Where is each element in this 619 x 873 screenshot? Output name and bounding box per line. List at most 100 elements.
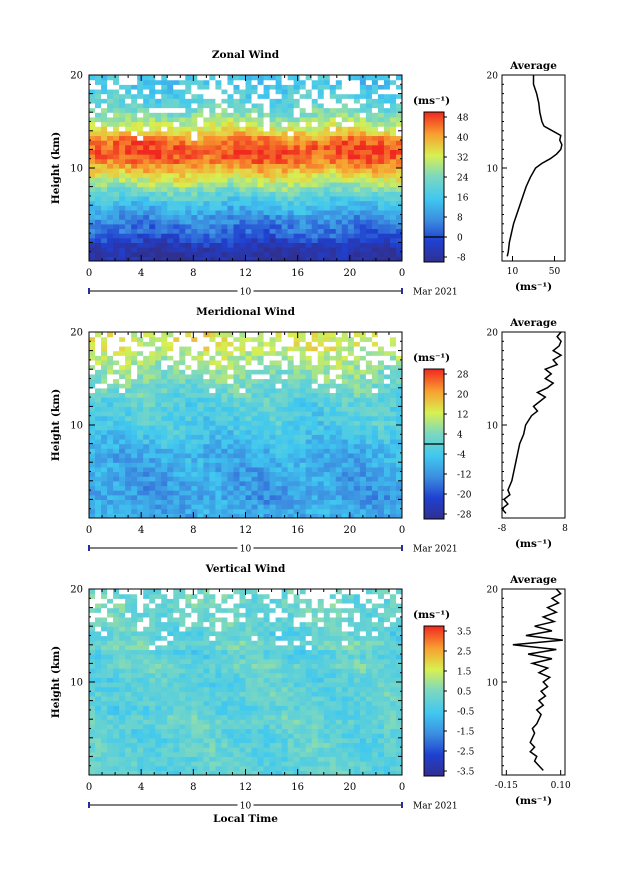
heatmap-cell (269, 420, 277, 426)
heatmap-cell (263, 452, 271, 459)
heatmap-cell (209, 443, 216, 449)
heatmap-cell (161, 242, 168, 248)
heatmap-cell (149, 462, 156, 468)
heatmap-cell (155, 369, 162, 375)
heatmap-cell (377, 504, 385, 510)
heatmap-cell (119, 737, 126, 744)
heatmap-cell (179, 761, 186, 767)
heatmap-cell (359, 116, 367, 123)
heatmap-cell (113, 513, 120, 518)
heatmap-cell (95, 256, 102, 261)
heatmap-cell (335, 223, 343, 230)
heatmap-cell (263, 181, 271, 188)
heatmap-cell (263, 756, 271, 762)
heatmap-cell (119, 163, 126, 169)
heatmap-cell (101, 364, 108, 370)
heatmap-cell (149, 429, 156, 435)
heatmap-cell (245, 251, 253, 257)
heatmap-cell (245, 504, 253, 510)
heatmap-cell (359, 415, 367, 421)
heatmap-cell (149, 485, 156, 491)
heatmap-cell (251, 228, 259, 234)
heatmap-cell (239, 195, 247, 202)
heatmap-cell (155, 761, 162, 767)
heatmap-cell (299, 733, 307, 739)
heatmap-cell (395, 98, 402, 104)
heatmap-cell (131, 242, 138, 248)
heatmap-cell (263, 177, 271, 183)
heatmap-cell (287, 448, 295, 454)
heatmap-cell (143, 415, 150, 421)
heatmap-cell (395, 499, 402, 505)
heatmap-cell (299, 359, 307, 366)
heatmap-cell (197, 214, 204, 220)
heatmap-cell (263, 397, 271, 403)
heatmap-cell (113, 163, 120, 169)
heatmap-cell (233, 770, 241, 775)
heatmap-cell (299, 466, 307, 473)
heatmap-cell (191, 742, 198, 748)
heatmap-cell (263, 112, 271, 118)
heatmap-cell (389, 228, 397, 234)
heatmap-cell (341, 214, 349, 220)
heatmap-cell (137, 355, 144, 361)
heatmap-cell (299, 149, 307, 155)
heatmap-cell (323, 355, 331, 361)
heatmap-cell (395, 195, 402, 202)
heatmap-cell (197, 756, 204, 762)
heatmap-cell (281, 205, 289, 211)
heatmap-cell (215, 411, 223, 417)
heatmap-cell (317, 504, 325, 510)
heatmap-cell (137, 401, 144, 407)
heatmap-cell (287, 247, 295, 253)
heatmap-cell (131, 107, 138, 113)
heatmap-cell (395, 200, 402, 206)
heatmap-cell (341, 130, 349, 137)
heatmap-cell (359, 471, 367, 477)
heatmap-cell (239, 355, 247, 361)
heatmap-cell (365, 214, 373, 220)
heatmap-cell (125, 429, 132, 435)
heatmap-cell (227, 373, 235, 380)
heatmap-cell (359, 747, 367, 753)
heatmap-cell (155, 747, 162, 753)
heatmap-cell (107, 149, 114, 155)
heatmap-cell (365, 242, 373, 248)
heatmap-cell (347, 397, 355, 403)
heatmap-cell (215, 359, 223, 366)
heatmap-cell (191, 251, 198, 257)
heatmap-cell (299, 434, 307, 440)
heatmap-cell (347, 415, 355, 421)
heatmap-cell (287, 415, 295, 421)
heatmap-cell (191, 466, 198, 473)
heatmap-cell (89, 448, 96, 454)
heatmap-cell (299, 462, 307, 468)
heatmap-cell (131, 130, 138, 137)
heatmap-cell (197, 411, 204, 417)
heatmap-cell (275, 494, 283, 500)
heatmap-cell (227, 247, 235, 253)
heatmap-cell (305, 336, 313, 342)
heatmap-cell (335, 737, 343, 744)
heatmap-cell (347, 429, 355, 435)
heatmap-cell (275, 98, 283, 104)
heatmap-cell (383, 200, 391, 206)
heatmap-cell (269, 443, 277, 449)
heatmap-cell (191, 765, 198, 771)
heatmap-cell (89, 462, 96, 468)
heatmap-cell (305, 466, 313, 473)
heatmap-cell (197, 383, 204, 389)
heatmap-cell (383, 112, 391, 118)
heatmap-cell (335, 480, 343, 487)
heatmap-cell (347, 765, 355, 771)
heatmap-cell (341, 84, 349, 90)
heatmap-cell (101, 205, 108, 211)
heatmap-cell (179, 397, 186, 403)
heatmap-cell (209, 158, 216, 164)
heatmap-cell (257, 765, 265, 771)
heatmap-cell (389, 168, 397, 174)
heatmap-cell (155, 420, 162, 426)
heatmap-cell (311, 219, 319, 225)
heatmap-cell (395, 345, 402, 352)
heatmap-cell (389, 158, 397, 164)
